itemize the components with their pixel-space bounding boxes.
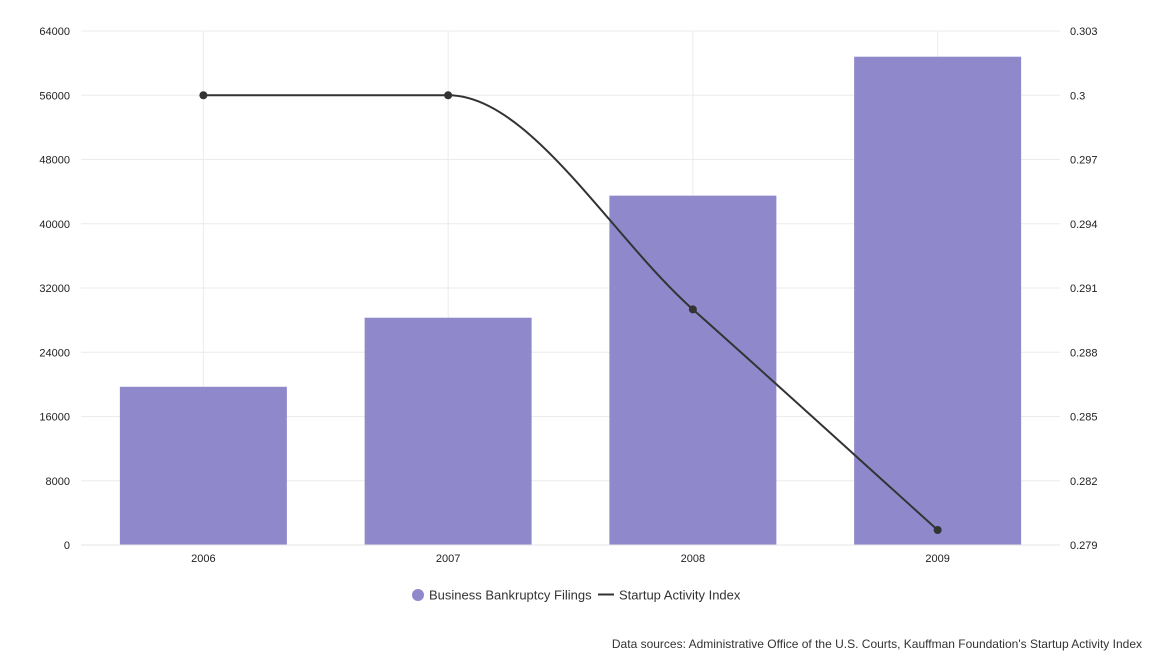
line-point-2006 (199, 91, 208, 100)
line-point-2008 (688, 305, 697, 314)
right-tick-label: 0.279 (1070, 540, 1098, 552)
right-tick-label: 0.303 (1070, 26, 1098, 38)
left-tick-label: 24000 (39, 347, 70, 359)
right-axis: 0.279 0.282 0.285 0.288 0.291 0.294 0.297 0.3 0.… (1070, 26, 1098, 552)
line-series (199, 91, 942, 535)
left-tick-label: 32000 (39, 283, 70, 295)
bar-2007 (364, 317, 532, 545)
left-tick-label: 0 (64, 540, 70, 552)
x-tick-label: 2006 (191, 553, 215, 565)
x-axis: 2006 2007 2008 2009 (81, 544, 1060, 565)
right-tick-label: 0.282 (1070, 476, 1098, 488)
left-tick-label: 40000 (39, 219, 70, 231)
x-tick-label: 2009 (925, 553, 949, 565)
startup-index-line (203, 94, 939, 531)
right-tick-label: 0.3 (1070, 90, 1085, 102)
legend-label-line: Startup Activity Index (619, 588, 741, 603)
left-tick-label: 48000 (39, 155, 70, 167)
legend-label-bar: Business Bankruptcy Filings (429, 588, 592, 603)
right-tick-label: 0.294 (1070, 219, 1098, 231)
right-tick-label: 0.297 (1070, 155, 1098, 167)
x-tick-label: 2007 (436, 553, 460, 565)
x-tick-label: 2008 (681, 553, 705, 565)
line-point-2009 (933, 526, 942, 535)
legend: Business Bankruptcy Filings Startup Activ… (412, 588, 741, 603)
left-tick-label: 16000 (39, 412, 70, 424)
bar-series (119, 56, 1022, 545)
bar-2006 (119, 386, 287, 545)
legend-marker-bar (412, 589, 424, 601)
right-tick-label: 0.285 (1070, 412, 1098, 424)
bar-2009 (854, 56, 1022, 545)
left-tick-label: 56000 (39, 90, 70, 102)
line-point-2007 (444, 91, 453, 100)
right-tick-label: 0.291 (1070, 283, 1098, 295)
bar-2008 (609, 195, 777, 545)
left-tick-label: 64000 (39, 26, 70, 38)
right-tick-label: 0.288 (1070, 347, 1098, 359)
left-tick-label: 8000 (46, 476, 70, 488)
left-axis: 0 8000 16000 24000 32000 40000 48000 56000 64000 (39, 26, 70, 552)
source-note: Data sources: Administrative Office of t… (611, 637, 1142, 651)
